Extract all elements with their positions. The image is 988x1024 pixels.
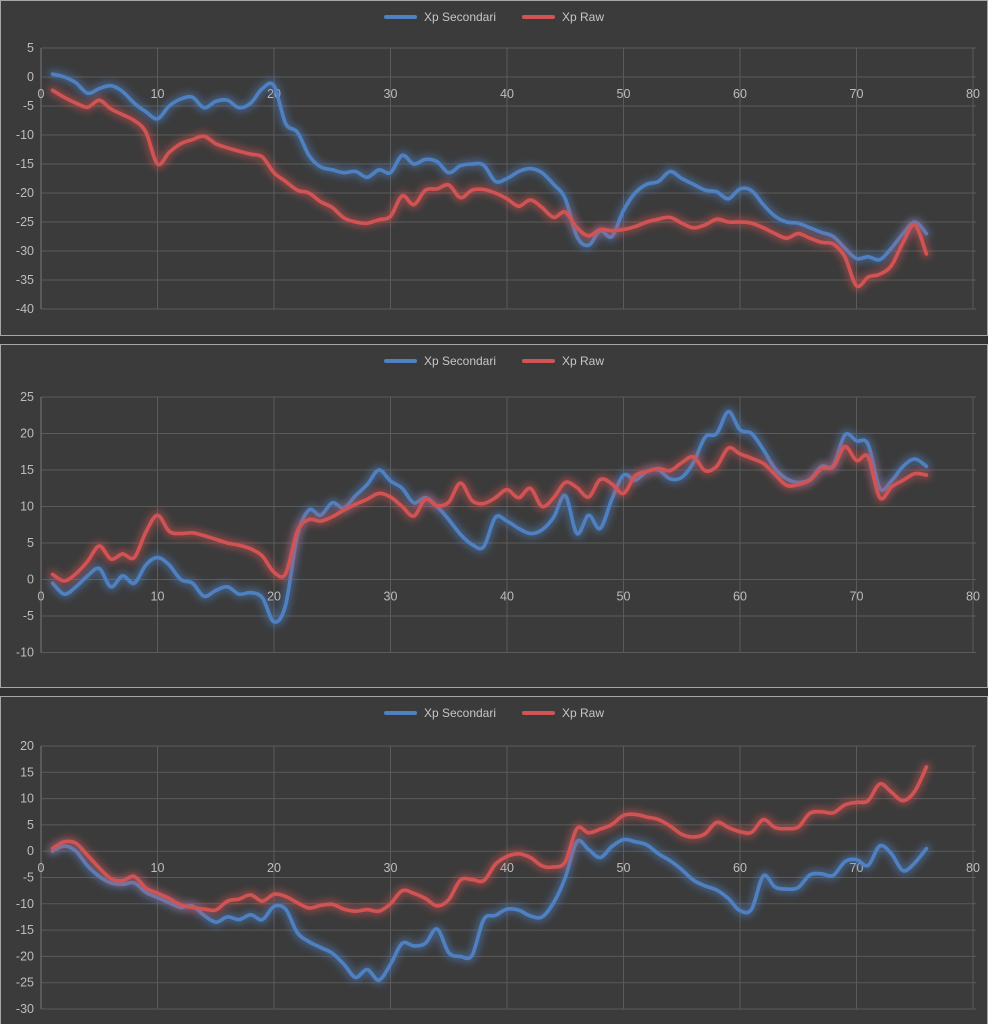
y-tick-label: -5 (23, 871, 34, 885)
y-tick-label: 15 (20, 463, 34, 477)
x-tick-label: 20 (267, 861, 281, 875)
x-tick-label: 80 (966, 590, 980, 604)
legend-item-xp-raw[interactable]: Xp Raw (522, 10, 604, 24)
y-tick-label: 5 (27, 818, 34, 832)
legend-label: Xp Secondari (423, 354, 496, 368)
y-tick-label: -20 (16, 186, 34, 200)
legend-item-xp-secondari[interactable]: Xp Secondari (383, 706, 496, 720)
y-tick-label: 0 (27, 844, 34, 858)
y-tick-label: -25 (16, 215, 34, 229)
series-line-xp-raw[interactable] (50, 88, 929, 289)
y-tick-label: 5 (27, 41, 34, 55)
blue-line-swatch-icon (383, 359, 417, 363)
x-tick-label: 10 (151, 590, 165, 604)
legend-label: Xp Secondari (423, 10, 496, 24)
y-tick-label: -40 (16, 302, 34, 316)
gridlines (40, 47, 976, 310)
x-tick-label: 50 (617, 590, 631, 604)
x-tick-label: 50 (617, 861, 631, 875)
y-tick-label: -10 (16, 646, 34, 660)
x-tick-label: 80 (966, 87, 980, 101)
series-line-xp-raw-glow (47, 441, 932, 586)
red-line-swatch-icon (522, 359, 555, 363)
y-tick-label: -30 (16, 1002, 34, 1016)
x-tick-label: 30 (384, 87, 398, 101)
y-tick-label: 20 (20, 739, 34, 753)
legend-label: Xp Raw (562, 354, 605, 368)
x-tick-label: 20 (267, 590, 281, 604)
line-chart-top[interactable]: 50-5-10-15-20-25-30-35-400 10 20 30 40 50 60 70… (1, 1, 987, 335)
y-tick-label: 10 (20, 500, 34, 514)
series-line-xp-secondari-glow (47, 406, 932, 627)
x-tick-label: 10 (151, 87, 165, 101)
y-tick-label: 20 (20, 427, 34, 441)
x-tick-label: 0 (38, 87, 45, 101)
x-tick-label: 30 (384, 590, 398, 604)
chart-panel-bottom: Xp Secondari Xp Raw 20 15 10 5 0 -5 -10 -15 -20-… (0, 696, 988, 1024)
y-tick-label: 0 (27, 70, 34, 84)
x-tick-label: 10 (151, 861, 165, 875)
legend-item-xp-secondari[interactable]: Xp Secondari (383, 354, 496, 368)
y-tick-label: -10 (16, 128, 34, 142)
series-line-xp-raw[interactable] (50, 444, 929, 583)
y-tick-label: 5 (27, 536, 34, 550)
legend-label: Xp Raw (562, 10, 605, 24)
legend-item-xp-secondari[interactable]: Xp Secondari (383, 10, 496, 24)
x-tick-label: 60 (733, 87, 747, 101)
chart-legend: Xp Secondari Xp Raw (1, 706, 987, 720)
red-line-swatch-icon (522, 711, 555, 715)
y-tick-label: 15 (20, 765, 34, 779)
x-tick-label: 0 (38, 861, 45, 875)
y-tick-label: 0 (27, 573, 34, 587)
x-tick-label: 70 (850, 87, 864, 101)
blue-line-swatch-icon (383, 711, 417, 715)
red-line-swatch-icon (522, 15, 555, 19)
y-tick-label: -10 (16, 897, 34, 911)
series-line-xp-raw[interactable] (50, 765, 929, 914)
chart-panel-middle: Xp Secondari Xp Raw 25 20 15 10 5 0 -5 -10 0 10 20… (0, 344, 988, 688)
blue-line-swatch-icon (383, 15, 417, 19)
legend-label: Xp Raw (562, 706, 605, 720)
legend-item-xp-raw[interactable]: Xp Raw (522, 354, 604, 368)
x-tick-label: 80 (966, 861, 980, 875)
x-tick-label: 60 (733, 590, 747, 604)
y-tick-label: -5 (23, 609, 34, 623)
series-line-xp-secondari[interactable] (50, 72, 929, 262)
x-tick-label: 0 (38, 590, 45, 604)
y-tick-label: -15 (16, 923, 34, 937)
series-line-xp-secondari[interactable] (50, 409, 929, 624)
chart-legend: Xp Secondari Xp Raw (1, 354, 987, 368)
legend-label: Xp Secondari (423, 706, 496, 720)
y-tick-label: -5 (23, 99, 34, 113)
y-tick-label: 10 (20, 792, 34, 806)
x-tick-label: 40 (500, 87, 514, 101)
y-tick-label: -30 (16, 244, 34, 258)
series-line-xp-raw-glow (47, 85, 932, 292)
x-tick-label: 60 (733, 861, 747, 875)
x-tick-label: 40 (500, 861, 514, 875)
chart-panel-top: Xp Secondari Xp Raw 5 0 -5 -10 -15 -20 -25 -30-… (0, 0, 988, 336)
x-tick-label: 70 (850, 590, 864, 604)
y-tick-label: -15 (16, 157, 34, 171)
y-tick-label: -35 (16, 273, 34, 287)
x-tick-label: 50 (617, 87, 631, 101)
x-tick-label: 40 (500, 590, 514, 604)
y-tick-label: -20 (16, 949, 34, 963)
legend-item-xp-raw[interactable]: Xp Raw (522, 706, 604, 720)
chart-legend: Xp Secondari Xp Raw (1, 10, 987, 24)
y-tick-label: -25 (16, 976, 34, 990)
y-tick-label: 25 (20, 390, 34, 404)
gridlines (40, 745, 976, 1010)
x-tick-label: 30 (384, 861, 398, 875)
